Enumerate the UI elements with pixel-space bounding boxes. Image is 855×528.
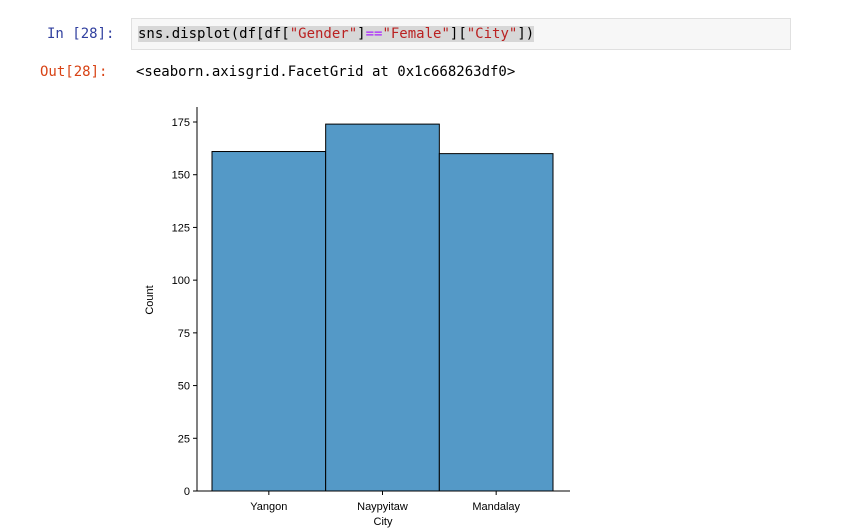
code-token: ][: [449, 26, 467, 42]
code-token: "Gender": [289, 26, 358, 42]
y-tick-label: 0: [184, 486, 190, 498]
y-tick-label: 125: [172, 222, 190, 234]
x-tick-label: Mandalay: [472, 501, 520, 513]
code-token: ==: [365, 26, 383, 42]
input-cell: In [28]: sns.displot(df[df["Gender"]=="F…: [0, 18, 855, 54]
y-tick-label: 75: [178, 328, 190, 340]
x-tick-label: Yangon: [250, 501, 287, 513]
output-prompt: Out[28]:: [40, 64, 108, 80]
code-line[interactable]: sns.displot(df[df["Gender"]=="Female"]["…: [138, 26, 535, 42]
bar-mandalay: [438, 153, 554, 492]
y-tick-label: 175: [172, 117, 190, 129]
code-token: ]): [517, 26, 535, 42]
y-tick-label: 25: [178, 433, 190, 445]
bars-group: [211, 123, 554, 492]
input-prompt: In [28]:: [47, 26, 115, 42]
code-token: ]: [357, 26, 366, 42]
bar-naypyitaw: [325, 123, 440, 492]
code-token: "Female": [382, 26, 450, 42]
y-tick-label: 150: [172, 170, 190, 182]
code-token: sns.displot(df[df[: [138, 26, 290, 42]
y-axis-label: Count: [144, 285, 156, 314]
y-tick-label: 100: [172, 275, 190, 287]
output-repr-text: <seaborn.axisgrid.FacetGrid at 0x1c66826…: [136, 64, 516, 80]
x-axis-label: City: [374, 516, 393, 528]
bar-yangon: [211, 151, 327, 492]
code-editor[interactable]: sns.displot(df[df["Gender"]=="Female"]["…: [131, 18, 791, 50]
y-axis: 0 25 50 75 100 125 150 175: [172, 107, 198, 498]
code-token: "City": [466, 26, 518, 42]
x-axis: Yangon Naypyitaw Mandalay: [197, 490, 570, 513]
y-tick-label: 50: [178, 381, 190, 393]
x-tick-label: Naypyitaw: [357, 501, 408, 513]
